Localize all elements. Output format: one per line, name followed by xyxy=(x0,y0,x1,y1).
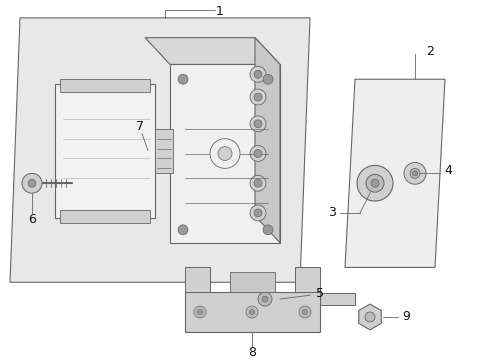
Circle shape xyxy=(253,209,262,217)
Circle shape xyxy=(302,310,307,315)
Text: 1: 1 xyxy=(216,5,224,18)
Circle shape xyxy=(263,74,272,84)
Circle shape xyxy=(209,139,240,168)
Polygon shape xyxy=(155,129,173,173)
Circle shape xyxy=(249,310,254,315)
Circle shape xyxy=(197,310,202,315)
Circle shape xyxy=(22,173,42,193)
Polygon shape xyxy=(345,79,444,267)
Text: 3: 3 xyxy=(327,206,335,220)
Polygon shape xyxy=(10,18,309,282)
Circle shape xyxy=(298,306,310,318)
Text: 5: 5 xyxy=(315,287,324,300)
Circle shape xyxy=(249,205,265,221)
Circle shape xyxy=(365,174,383,192)
Polygon shape xyxy=(184,267,209,292)
Circle shape xyxy=(253,120,262,128)
Circle shape xyxy=(249,116,265,132)
Polygon shape xyxy=(170,64,280,243)
Circle shape xyxy=(253,179,262,187)
Polygon shape xyxy=(229,273,274,292)
Circle shape xyxy=(178,74,187,84)
Circle shape xyxy=(253,70,262,78)
Text: 6: 6 xyxy=(28,213,36,226)
Polygon shape xyxy=(145,38,280,64)
Circle shape xyxy=(364,312,374,322)
Polygon shape xyxy=(184,292,319,332)
Circle shape xyxy=(249,66,265,82)
Text: 4: 4 xyxy=(443,164,451,177)
Circle shape xyxy=(412,171,417,176)
Text: 8: 8 xyxy=(247,346,256,359)
Circle shape xyxy=(249,145,265,161)
Polygon shape xyxy=(55,84,155,218)
Circle shape xyxy=(403,162,425,184)
Circle shape xyxy=(245,306,258,318)
Circle shape xyxy=(370,179,378,187)
Circle shape xyxy=(218,147,231,161)
Polygon shape xyxy=(244,293,354,305)
Text: 9: 9 xyxy=(401,310,409,324)
Text: 7: 7 xyxy=(136,120,143,133)
Polygon shape xyxy=(60,210,150,223)
Polygon shape xyxy=(294,267,319,292)
Polygon shape xyxy=(358,304,381,330)
Circle shape xyxy=(178,225,187,235)
Circle shape xyxy=(258,292,271,306)
Circle shape xyxy=(262,296,267,302)
Polygon shape xyxy=(254,38,280,243)
Circle shape xyxy=(253,93,262,101)
Text: 2: 2 xyxy=(425,45,433,58)
Circle shape xyxy=(263,225,272,235)
Circle shape xyxy=(356,165,392,201)
Circle shape xyxy=(249,89,265,105)
Polygon shape xyxy=(60,79,150,92)
Circle shape xyxy=(253,149,262,157)
Circle shape xyxy=(194,306,205,318)
Circle shape xyxy=(409,168,419,178)
Circle shape xyxy=(249,175,265,191)
Circle shape xyxy=(28,179,36,187)
